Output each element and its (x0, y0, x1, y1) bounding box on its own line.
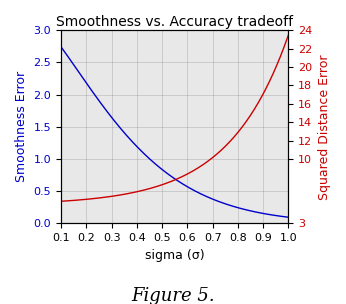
Text: Figure 5.: Figure 5. (131, 287, 215, 304)
Y-axis label: Smoothness Error: Smoothness Error (15, 71, 28, 182)
X-axis label: sigma (σ): sigma (σ) (145, 249, 204, 262)
Y-axis label: Squared Distance Error: Squared Distance Error (318, 54, 331, 199)
Title: Smoothness vs. Accuracy tradeoff: Smoothness vs. Accuracy tradeoff (56, 15, 293, 29)
